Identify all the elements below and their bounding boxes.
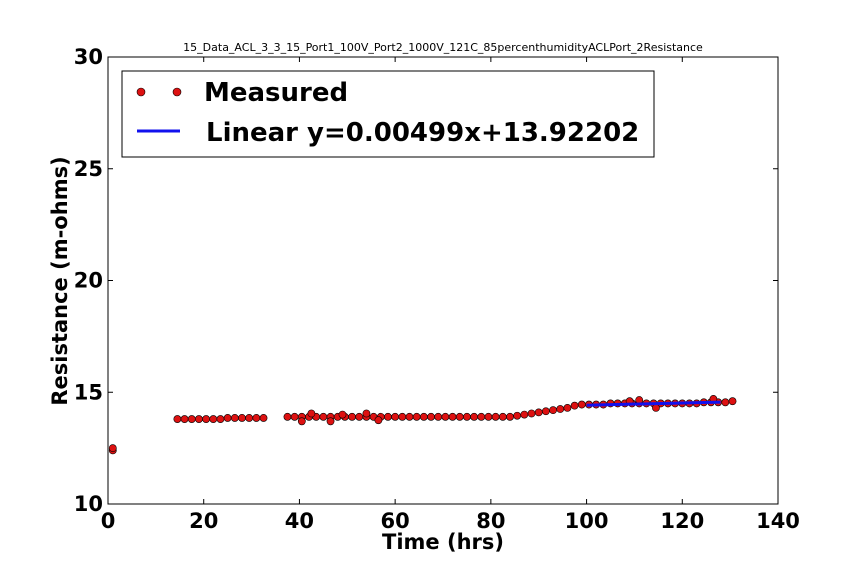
x-tick-label: 60 [381,509,410,533]
legend-measured-label: Measured [204,78,348,108]
legend-measured-marker-2 [172,87,182,97]
x-tick-label: 120 [660,509,704,533]
y-axis-label: Resistance (m-ohms) [48,156,72,405]
measured-point [180,415,189,423]
measured-point [455,412,464,421]
measured-point [541,407,550,416]
measured-point [484,412,493,421]
measured-point [577,400,586,409]
measured-point [434,412,443,421]
measured-point [520,410,529,419]
y-tick-label: 10 [74,492,103,516]
measured-point [384,412,392,421]
measured-point [319,412,328,421]
measured-point [348,412,356,421]
measured-point [448,412,457,421]
measured-point [405,412,414,421]
measured-point [728,397,737,406]
linear-fit-line [586,400,721,407]
measured-point [283,412,292,421]
measured-point [398,412,407,421]
measured-point [652,403,660,412]
measured-point [173,415,182,423]
x-tick-label: 20 [189,509,218,533]
measured-point [477,412,486,421]
y-tick-label: 20 [74,269,103,293]
measured-point [506,412,514,421]
x-tick-label: 140 [756,509,800,533]
measured-point [338,410,347,419]
measured-point [209,415,218,423]
chart-title: 15_Data_ACL_3_3_15_Port1_100V_Port2_1000… [183,41,703,54]
legend-measured-marker-1 [136,87,146,97]
legend-linear-label: Linear y=0.00499x+13.92202 [206,118,639,148]
measured-point [108,444,117,453]
measured-point [463,412,471,421]
axis-ticks [107,56,779,505]
measured-point [570,401,579,410]
measured-point [238,414,246,422]
measured-point [412,412,421,421]
measured-point [498,412,507,421]
measured-point [362,409,371,418]
y-tick-label: 30 [74,45,103,69]
measured-point [556,405,565,413]
tick-labels: 0 20 40 60 80 100 120 140 10 15 20 25 30 [74,45,800,533]
measured-point [307,409,316,418]
measured-point [563,403,572,412]
measured-point [491,412,500,421]
measured-point [252,414,261,422]
measured-point [187,415,196,423]
x-tick-label: 40 [285,509,314,533]
legend: Measured Linear y=0.00499x+13.92202 [121,70,655,158]
x-tick-label: 0 [101,509,116,533]
measured-point [355,412,364,421]
measured-point [202,415,211,423]
legend-box [121,70,655,158]
x-axis-label: Time (hrs) [382,530,504,554]
measured-point [721,398,730,407]
measured-point [527,409,536,418]
measured-point [374,416,383,425]
y-tick-label: 25 [74,157,103,181]
measured-point [195,415,203,423]
measured-point [513,411,522,420]
measured-point [419,412,428,421]
measured-point [441,412,450,421]
plot-marks [108,395,737,455]
measured-point [534,408,543,417]
measured-point [427,412,435,421]
measured-point [326,417,335,426]
measured-point [391,412,400,421]
measured-point [245,414,254,422]
measured-point [549,406,557,415]
y-tick-label: 15 [74,380,103,404]
x-tick-label: 100 [565,509,609,533]
measured-point [470,412,479,421]
measured-point [230,414,239,422]
measured-point [216,415,225,423]
measured-point [259,414,268,422]
x-tick-label: 80 [476,509,505,533]
measured-point [297,417,306,426]
measured-point [223,414,232,422]
measured-point [290,412,299,421]
